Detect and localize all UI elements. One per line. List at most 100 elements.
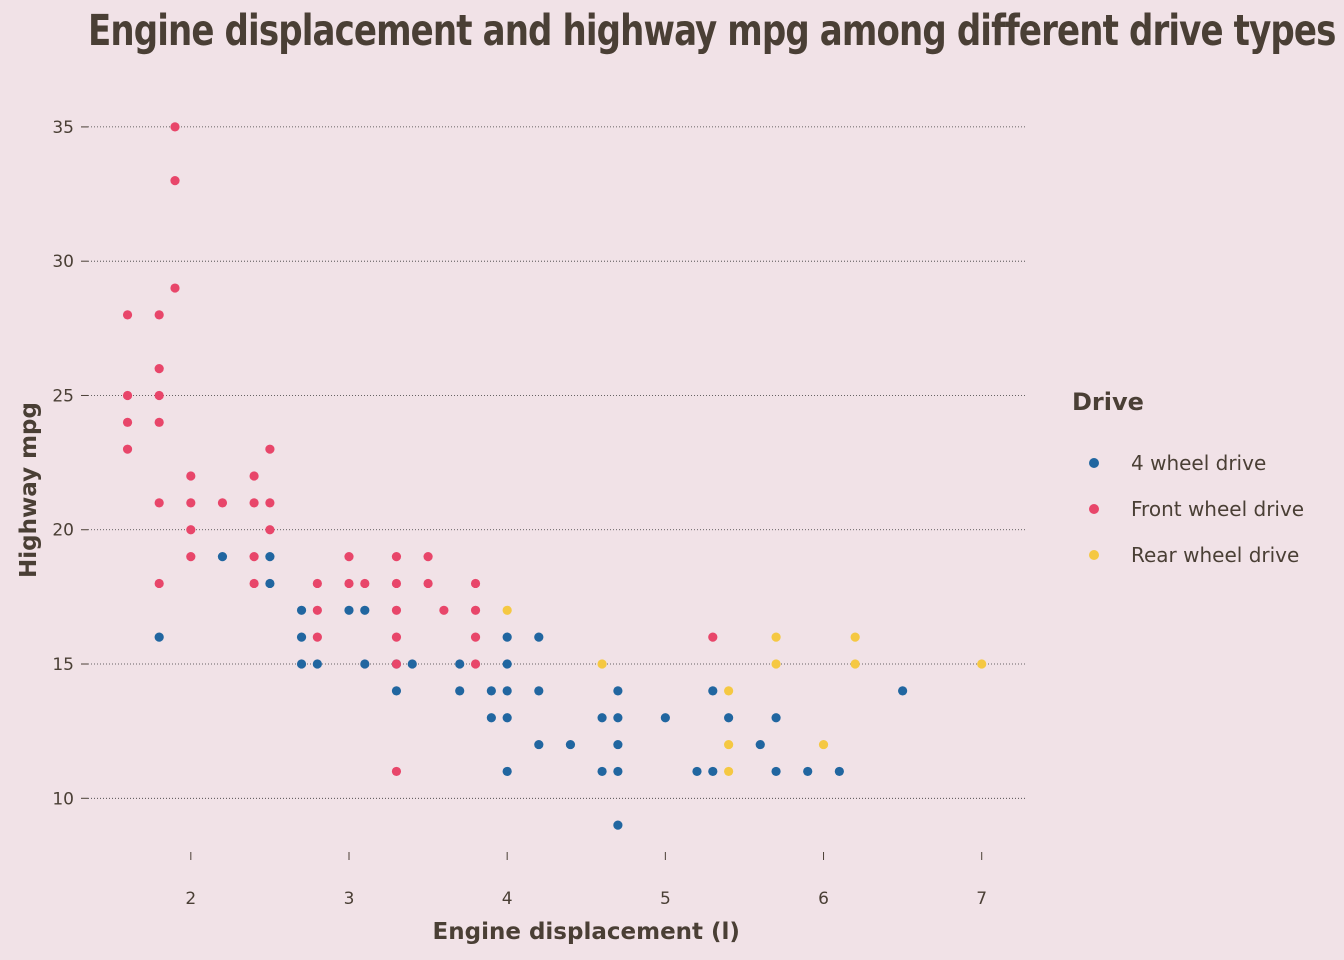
data-point	[834, 766, 844, 777]
data-point	[771, 632, 781, 642]
data-point	[423, 578, 433, 589]
series-1	[122, 122, 718, 777]
data-point	[708, 632, 718, 642]
data-point	[312, 605, 322, 615]
data-point	[803, 766, 813, 777]
data-point	[265, 444, 275, 454]
x-tick-label-5: 5	[660, 889, 671, 909]
data-point	[597, 713, 607, 723]
data-point	[265, 578, 275, 589]
data-point	[486, 686, 496, 696]
data-point	[613, 766, 623, 777]
data-point	[771, 766, 781, 777]
x-tick-label-7: 7	[976, 889, 987, 909]
data-point	[265, 551, 275, 562]
data-point	[312, 632, 322, 642]
data-point	[470, 605, 481, 615]
y-tick-label-15: 15	[52, 655, 74, 675]
data-point	[597, 659, 607, 669]
data-point	[597, 766, 607, 777]
data-point	[154, 417, 164, 427]
data-point	[613, 820, 623, 830]
data-point	[850, 632, 860, 642]
data-point	[692, 766, 702, 777]
data-point	[360, 659, 370, 669]
data-point	[502, 766, 512, 777]
data-point	[502, 686, 512, 696]
x-tick-label-4: 4	[502, 889, 513, 909]
data-point	[391, 686, 402, 696]
x-tick-label-6: 6	[818, 889, 829, 909]
data-point	[186, 551, 196, 562]
data-point	[154, 498, 164, 508]
data-point	[724, 739, 734, 750]
data-point	[565, 739, 576, 750]
y-tick-label-10: 10	[52, 789, 74, 809]
series-2	[502, 605, 987, 777]
data-point	[771, 659, 781, 669]
data-point	[154, 632, 164, 642]
legend-item: Front wheel drive	[1072, 486, 1304, 532]
legend-label: Rear wheel drive	[1131, 543, 1300, 567]
legend-swatch	[1089, 550, 1099, 560]
data-point	[391, 605, 402, 615]
data-point	[439, 605, 449, 615]
x-tick-label-3: 3	[344, 889, 355, 909]
data-point	[170, 283, 180, 293]
data-point	[724, 686, 734, 696]
data-point	[170, 176, 180, 186]
legend-title: Drive	[1072, 388, 1144, 416]
data-point	[534, 686, 544, 696]
data-point	[660, 713, 670, 723]
data-point	[344, 578, 354, 589]
legend-swatch	[1089, 504, 1099, 514]
data-point	[154, 364, 164, 374]
data-points	[122, 122, 987, 830]
data-point	[265, 525, 275, 535]
grid-lines	[88, 126, 1026, 799]
data-point	[708, 686, 718, 696]
data-point	[154, 390, 164, 401]
data-point	[122, 444, 133, 454]
data-point	[423, 551, 433, 562]
data-point	[470, 578, 481, 589]
data-point	[360, 605, 370, 615]
data-point	[502, 605, 512, 615]
data-point	[217, 498, 228, 508]
data-point	[724, 713, 734, 723]
data-point	[249, 551, 259, 562]
data-point	[154, 310, 164, 320]
data-point	[249, 578, 259, 589]
data-point	[708, 766, 718, 777]
series-0	[154, 551, 908, 830]
data-point	[977, 659, 987, 669]
data-point	[771, 713, 781, 723]
legend-item: 4 wheel drive	[1072, 440, 1304, 486]
legend-items: 4 wheel drive Front wheel drive Rear wheel…	[1072, 440, 1304, 578]
data-point	[122, 310, 133, 320]
data-point	[502, 659, 512, 669]
data-point	[122, 417, 133, 427]
data-point	[186, 471, 196, 481]
chart-title: Engine displacement and highway mpg amon…	[88, 6, 1336, 56]
y-tick-label-20: 20	[52, 521, 74, 541]
data-point	[502, 713, 512, 723]
legend-item: Rear wheel drive	[1072, 532, 1304, 578]
data-point	[344, 605, 354, 615]
data-point	[470, 659, 481, 669]
data-point	[217, 551, 228, 562]
data-point	[534, 632, 544, 642]
y-tick-label-25: 25	[52, 386, 74, 406]
data-point	[186, 525, 196, 535]
data-point	[360, 578, 370, 589]
data-point	[898, 686, 908, 696]
data-point	[154, 578, 164, 589]
data-point	[391, 578, 402, 589]
y-axis-title: Highway mpg	[16, 402, 42, 578]
data-point	[470, 632, 481, 642]
data-point	[613, 713, 623, 723]
data-point	[122, 390, 133, 401]
data-point	[391, 551, 402, 562]
legend-label: Front wheel drive	[1131, 497, 1305, 521]
